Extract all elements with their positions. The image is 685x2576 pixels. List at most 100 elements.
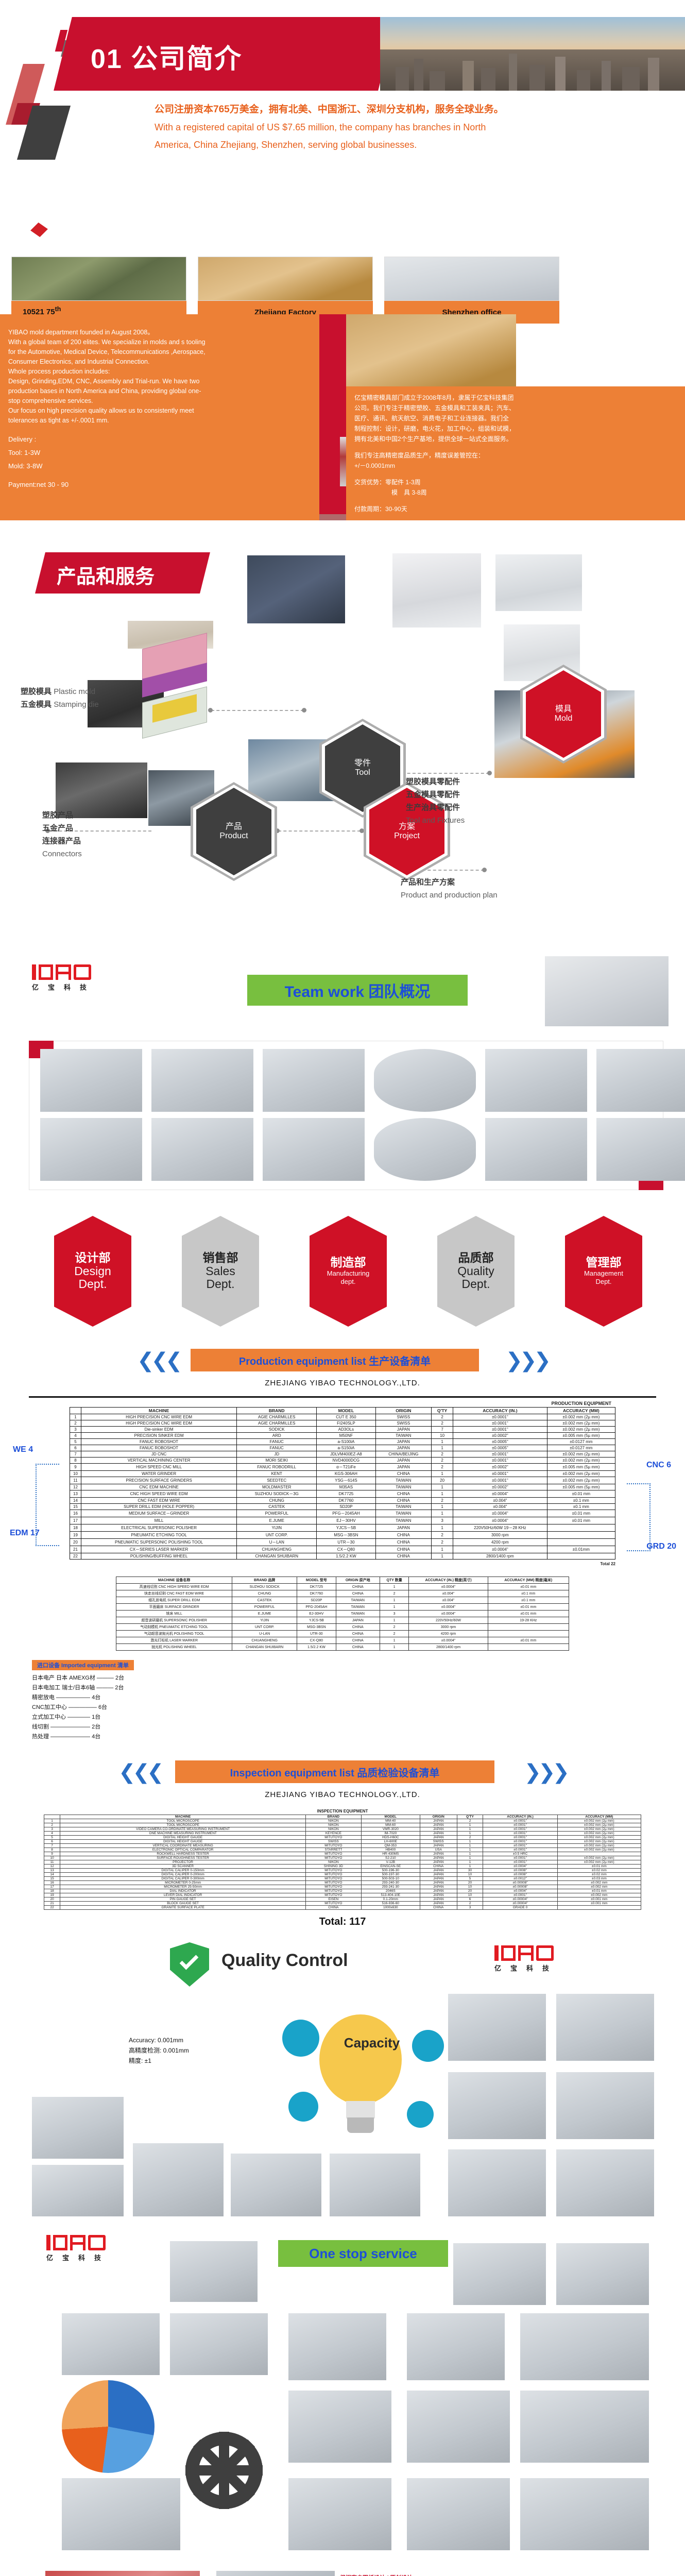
diamond-bullet-icon — [30, 222, 48, 238]
connector-dot-4 — [487, 771, 492, 775]
inspection-cell: JAPAN — [419, 1872, 457, 1877]
inspection-cell: 1 — [456, 1839, 484, 1844]
label-project-2: Product and production plan — [401, 891, 498, 900]
equipment-cell: 1 — [70, 1414, 81, 1420]
table-row: 2 HIGH PRECISION CNC WIRE EDM AGIE CHARMIL… — [70, 1420, 616, 1427]
parts-table: MACHINE 设备名称 BRAND 品牌 MODEL 型号 ORIGIN 原产地 QT… — [115, 1577, 570, 1651]
equipment-cell: YIJIN — [236, 1524, 317, 1532]
table-row: 15 DIGITAL CALIPER 0-300mm MITUTOYO 500-503… — [43, 1876, 642, 1881]
inspection-cell: 10 — [456, 1872, 484, 1877]
logo-letter-a — [518, 1945, 534, 1961]
profile-en-8: stop comprehensive services. — [8, 397, 93, 404]
inspection-cell: ±0.01 mm — [557, 1889, 642, 1893]
dept-design[interactable]: 设计部 Design Dept. — [54, 1216, 131, 1327]
qc-photo-5 — [330, 2154, 420, 2216]
side-note-we: WE 4 — [13, 1445, 33, 1454]
parts-cell: SD20P — [297, 1597, 336, 1604]
parts-cell: 1 — [379, 1603, 409, 1611]
equipment-cell: 1 — [431, 1553, 454, 1560]
equipment-cell: 10 — [431, 1432, 454, 1439]
profile-cn-5: 拥有北美和中国2个生产基地，提供全球一站式全面服务。 — [354, 435, 512, 443]
equipment-cell: 6 — [70, 1445, 81, 1451]
qc-photo-10 — [448, 2149, 546, 2216]
label-mold-en-2: Stamping die — [54, 700, 99, 709]
equipment-cell: ELECTRICAL SUPERSONIC POLISHER — [80, 1524, 237, 1532]
inspection-cell: CHINA — [305, 1905, 362, 1910]
equipment-cell: ±0.0004" — [453, 1546, 547, 1553]
inspection-cell: JAPAN — [419, 1897, 457, 1902]
inspection-cell: MITUTOYO — [305, 1872, 362, 1877]
equipment-cell: CNC FAST EDM WIRE — [80, 1497, 237, 1504]
oss-photo-4 — [62, 2313, 160, 2375]
equipment-cell: 20 — [431, 1477, 454, 1484]
qc-photo-11 — [556, 2149, 654, 2216]
inspection-cell: VIDEO CAMERA CO-ORDINATE MEASURING INSTR… — [60, 1827, 306, 1832]
oss-photo-7 — [407, 2313, 505, 2380]
magnifier-badge-4 — [407, 2101, 434, 2128]
table-row: 22 GRANITE SURFACE PLATE CHINA 1000x630 CHIN… — [43, 1905, 642, 1910]
qc-photo-6 — [448, 1994, 546, 2061]
inspection-table-body: 1 TOOL MICROSCOPE NIKON MM-40 JAPAN 2 ±0.0001"… — [43, 1819, 642, 1910]
equipment-col-header-1: MACHINE — [80, 1407, 237, 1414]
chevron-left-icon: ❮❮❮ — [137, 1349, 183, 1372]
parts-cell: DK7725 — [297, 1583, 336, 1590]
logo-cn-4: 技 — [80, 984, 88, 991]
hex-mold[interactable]: 模具 Mold — [520, 665, 607, 764]
inspection-table-header-row: MACHINE BRAND MODEL ORIGIN Q'TY ACCURACY (IN.… — [43, 1815, 642, 1819]
department-row: 设计部 Design Dept. 销售部 Sales Dept. 制造部 Man… — [29, 1216, 667, 1327]
inspection-cell: JAPAN — [419, 1852, 457, 1856]
thumbnail-strip — [340, 437, 347, 486]
inspection-cell: 293-241-30 — [361, 1885, 420, 1889]
equipment-cell: 220V50Hz/60W 19－28 KHz — [453, 1524, 547, 1532]
inspection-cell: NIKON — [305, 1819, 362, 1823]
equipment-cell: UTR－30 — [316, 1538, 376, 1546]
hex-product-label-en: Product — [219, 832, 248, 840]
table-row: 10 WATER GRINDER KENT KGS-306AH CHINA 1 ±0.000… — [70, 1470, 616, 1477]
equipment-cell: 17 — [70, 1517, 81, 1524]
equipment-cell — [546, 1538, 616, 1546]
inspection-cell: ±0.0001" — [483, 1827, 558, 1832]
dept-management[interactable]: 管理部 Management Dept. — [565, 1216, 642, 1327]
label-mold-cn-2: 五金模具 — [21, 700, 52, 709]
inspection-cell: ±0.0012" — [483, 1876, 558, 1881]
team-photo-5 — [485, 1049, 587, 1112]
inspection-cell: ±0.01 mm — [557, 1864, 642, 1869]
equipment-col-header-4: ORIGIN — [375, 1407, 432, 1414]
hex-product[interactable]: 产品 Product — [191, 782, 277, 881]
inspection-cell: CHINA — [419, 1905, 457, 1910]
table-row: 气动刻模机 PNEUMATIC ETCHING TOOL UNT CORP. MSG… — [115, 1623, 570, 1631]
building — [396, 67, 409, 91]
inspection-cell: JAPAN — [419, 1823, 457, 1827]
equipment-cell: 2 — [431, 1457, 454, 1464]
inspection-cell: 22 — [43, 1905, 61, 1910]
parts-cell: 激光打标机 LASER MARKER — [115, 1637, 233, 1644]
dept-quality[interactable]: 品质部 Quality Dept. — [437, 1216, 515, 1327]
equipment-cell: 1 — [431, 1524, 454, 1532]
connector-line-2 — [391, 773, 489, 774]
parts-cell: CHINA — [335, 1643, 380, 1651]
hex-project[interactable]: 方案 Project — [364, 782, 450, 881]
equipment-cell: VERTICAL MACHINING CENTER — [80, 1457, 237, 1464]
inspection-cell: GRADE 0 — [483, 1905, 558, 1910]
inspection-cell: MM-40 — [361, 1819, 420, 1823]
inspection-cell: ±0.002 mm (2µ mm) — [557, 1819, 642, 1823]
equipment-cell: POLISHING/BUFFING WHEEL — [80, 1553, 237, 1560]
table-row: 1 HIGH PRECISION CNC WIRE EDM AGIE CHARMIL… — [70, 1414, 616, 1420]
magnifier-badge-2 — [412, 2030, 444, 2062]
equipment-cell: ±0.0004" — [453, 1490, 547, 1498]
equipment-cell: 21 — [70, 1546, 81, 1553]
dept-manufacturing[interactable]: 制造部 Manufacturing dept. — [310, 1216, 387, 1327]
equipment-cell: 10 — [70, 1470, 81, 1477]
equipment-cell: CHINA — [375, 1470, 432, 1477]
equipment-cell: ±0.0001" — [453, 1457, 547, 1464]
equipment-cell: JAPAN — [375, 1457, 432, 1464]
hex-tool-label-en: Tool — [355, 768, 370, 777]
imported-equipment-banner: 进口设备 Imported equipment 清单 — [32, 1660, 134, 1670]
equipment-cell: AD3OLs — [316, 1426, 376, 1433]
inspection-cell: 20 — [43, 1897, 61, 1902]
inspection-cell: JAPAN — [419, 1901, 457, 1906]
team-photo-9 — [263, 1118, 365, 1181]
table-row: 10 SURFACE ROUGHNESS TESTER MITUTOYO SJ-210… — [43, 1856, 642, 1860]
equipment-cell: ±0.002 mm (2µ mm) — [546, 1420, 616, 1427]
dept-sales[interactable]: 销售部 Sales Dept. — [182, 1216, 259, 1327]
